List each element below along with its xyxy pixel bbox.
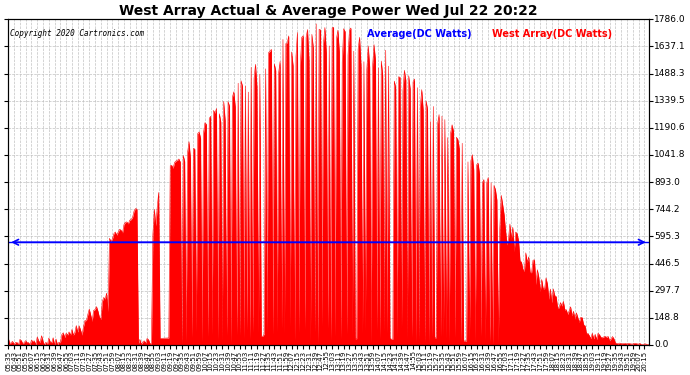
Text: Average(DC Watts): Average(DC Watts): [367, 29, 471, 39]
Text: Copyright 2020 Cartronics.com: Copyright 2020 Cartronics.com: [10, 29, 144, 38]
Text: West Array(DC Watts): West Array(DC Watts): [492, 29, 612, 39]
Title: West Array Actual & Average Power Wed Jul 22 20:22: West Array Actual & Average Power Wed Ju…: [119, 4, 538, 18]
